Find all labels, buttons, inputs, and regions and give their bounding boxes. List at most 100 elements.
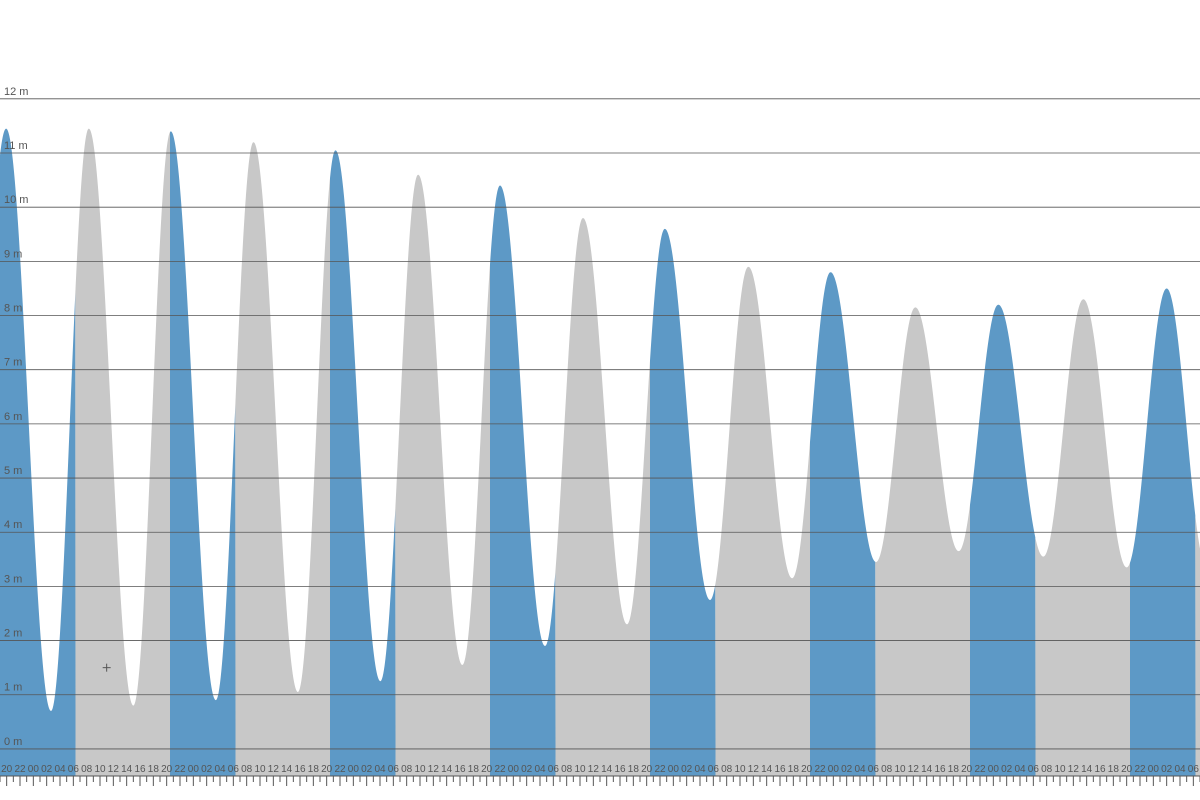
- x-hour-label: 12: [428, 764, 440, 775]
- x-hour-label: 18: [468, 764, 480, 775]
- x-hour-label: 12: [1068, 764, 1080, 775]
- x-hour-label: 10: [414, 764, 426, 775]
- x-hour-label: 04: [534, 764, 546, 775]
- y-tick-label: 9 m: [4, 248, 22, 260]
- x-hour-label: 08: [1041, 764, 1053, 775]
- x-hour-label: 00: [828, 764, 840, 775]
- x-hour-label: 20: [1, 764, 13, 775]
- y-tick-label: 6 m: [4, 411, 22, 423]
- x-hour-label: 02: [1161, 764, 1173, 775]
- y-tick-label: 0 m: [4, 736, 22, 748]
- x-hour-label: 22: [1134, 764, 1146, 775]
- x-hour-label: 22: [334, 764, 346, 775]
- x-hour-label: 14: [601, 764, 613, 775]
- x-hour-label: 12: [908, 764, 920, 775]
- x-hour-label: 16: [454, 764, 466, 775]
- x-hour-label: 00: [508, 764, 520, 775]
- x-hour-label: 08: [241, 764, 253, 775]
- x-hour-label: 10: [894, 764, 906, 775]
- x-hour-label: 02: [841, 764, 853, 775]
- x-hour-label: 06: [868, 764, 880, 775]
- y-tick-label: 1 m: [4, 682, 22, 694]
- x-hour-label: 06: [1188, 764, 1200, 775]
- y-tick-label: 10 m: [4, 194, 28, 206]
- y-tick-label: 3 m: [4, 573, 22, 585]
- y-tick-label: 12 m: [4, 86, 28, 98]
- x-hour-label: 20: [321, 764, 333, 775]
- x-hour-label: 02: [1001, 764, 1013, 775]
- x-hour-label: 12: [748, 764, 760, 775]
- x-hour-label: 20: [801, 764, 813, 775]
- x-hour-label: 06: [228, 764, 240, 775]
- x-hour-label: 10: [734, 764, 746, 775]
- x-hour-label: 14: [441, 764, 453, 775]
- x-hour-label: 04: [54, 764, 66, 775]
- x-hour-label: 16: [774, 764, 786, 775]
- x-hour-label: 00: [1148, 764, 1160, 775]
- x-hour-label: 16: [614, 764, 626, 775]
- x-hour-label: 00: [988, 764, 1000, 775]
- x-hour-label: 08: [561, 764, 573, 775]
- x-hour-label: 08: [721, 764, 733, 775]
- x-hour-label: 00: [28, 764, 40, 775]
- x-hour-label: 16: [1094, 764, 1106, 775]
- x-hour-label: 20: [161, 764, 173, 775]
- x-hour-label: 02: [201, 764, 213, 775]
- x-hour-label: 10: [574, 764, 586, 775]
- x-hour-label: 02: [361, 764, 373, 775]
- x-hour-label: 18: [1108, 764, 1120, 775]
- x-hour-label: 22: [814, 764, 826, 775]
- x-hour-label: 14: [761, 764, 773, 775]
- tide-chart: St. Helier, Jersey, Channel Islands - RE…: [0, 0, 1200, 800]
- x-hour-label: 04: [1174, 764, 1186, 775]
- x-hour-label: 10: [254, 764, 266, 775]
- x-hour-label: 18: [788, 764, 800, 775]
- x-hour-label: 00: [348, 764, 360, 775]
- x-hour-label: 06: [548, 764, 560, 775]
- x-hour-label: 04: [374, 764, 386, 775]
- x-hour-label: 06: [1028, 764, 1040, 775]
- x-hour-label: 08: [401, 764, 413, 775]
- x-hour-label: 14: [921, 764, 933, 775]
- x-hour-label: 04: [694, 764, 706, 775]
- x-hour-label: 18: [628, 764, 640, 775]
- x-hour-label: 22: [14, 764, 26, 775]
- x-hour-label: 10: [94, 764, 106, 775]
- x-hour-label: 06: [388, 764, 400, 775]
- x-hour-label: 10: [1054, 764, 1066, 775]
- x-hour-label: 20: [641, 764, 653, 775]
- x-hour-label: 08: [881, 764, 893, 775]
- y-tick-label: 2 m: [4, 628, 22, 640]
- y-tick-label: 4 m: [4, 519, 22, 531]
- x-hour-label: 04: [214, 764, 226, 775]
- y-tick-label: 8 m: [4, 303, 22, 315]
- x-hour-label: 14: [1081, 764, 1093, 775]
- x-hour-label: 06: [68, 764, 80, 775]
- x-hour-label: 22: [174, 764, 186, 775]
- x-hour-label: 12: [268, 764, 280, 775]
- x-hour-label: 12: [108, 764, 120, 775]
- x-hour-label: 16: [934, 764, 946, 775]
- x-hour-label: 02: [521, 764, 533, 775]
- y-tick-label: 5 m: [4, 465, 22, 477]
- x-hour-label: 12: [588, 764, 600, 775]
- x-hour-label: 22: [654, 764, 666, 775]
- x-hour-label: 14: [121, 764, 133, 775]
- x-hour-label: 06: [708, 764, 720, 775]
- x-hour-label: 14: [281, 764, 293, 775]
- x-hour-label: 18: [948, 764, 960, 775]
- y-tick-label: 11 m: [4, 140, 28, 152]
- tide-plot-svg: 0 m1 m2 m3 m4 m5 m6 m7 m8 m9 m10 m11 m12…: [0, 0, 1200, 800]
- x-hour-label: 00: [668, 764, 680, 775]
- x-hour-label: 20: [481, 764, 493, 775]
- x-hour-label: 22: [974, 764, 986, 775]
- x-hour-label: 02: [41, 764, 53, 775]
- x-hour-label: 18: [308, 764, 320, 775]
- x-hour-label: 02: [681, 764, 693, 775]
- x-hour-label: 20: [1121, 764, 1133, 775]
- x-hour-label: 08: [81, 764, 93, 775]
- x-hour-label: 22: [494, 764, 506, 775]
- x-hour-label: 00: [188, 764, 200, 775]
- tide-area-night: [1195, 516, 1200, 776]
- x-hour-label: 04: [854, 764, 866, 775]
